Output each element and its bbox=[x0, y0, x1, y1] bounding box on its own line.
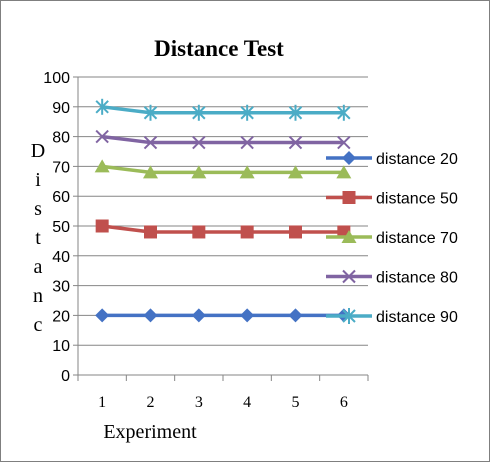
data-point bbox=[192, 104, 206, 121]
y-tick-label-0: 0 bbox=[61, 368, 70, 385]
legend-label: distance 20 bbox=[376, 151, 458, 168]
y-tick-label-70: 70 bbox=[52, 159, 70, 176]
data-point bbox=[95, 129, 109, 144]
y-tick-label-90: 90 bbox=[52, 100, 70, 117]
y-axis-label-letter: D bbox=[31, 140, 45, 162]
series-line bbox=[101, 164, 344, 175]
series-distance-20 bbox=[95, 308, 351, 323]
y-tick-label-60: 60 bbox=[52, 189, 70, 206]
data-point bbox=[288, 104, 303, 121]
legend-entry: distance 50 bbox=[326, 191, 458, 208]
y-tick-label-40: 40 bbox=[52, 249, 70, 266]
data-point bbox=[336, 165, 352, 179]
data-point bbox=[95, 219, 109, 233]
data-point bbox=[95, 98, 109, 115]
data-point bbox=[337, 135, 351, 150]
data-point bbox=[143, 308, 158, 323]
axes bbox=[73, 76, 369, 381]
series-lines bbox=[94, 98, 352, 323]
x-tick-label-4: 4 bbox=[243, 394, 251, 411]
y-tick-label-80: 80 bbox=[52, 130, 70, 147]
y-axis-label-letter: a bbox=[34, 256, 43, 278]
data-point bbox=[191, 308, 206, 323]
chart-title: Distance Test bbox=[154, 36, 284, 61]
x-tick-label-5: 5 bbox=[292, 394, 300, 411]
y-tick-labels: 0 10 20 30 40 50 60 70 80 90 100 bbox=[43, 70, 70, 385]
data-point bbox=[144, 225, 157, 239]
x-tick-label-3: 3 bbox=[195, 394, 203, 411]
series-line bbox=[101, 224, 344, 234]
legend-entry: distance 80 bbox=[326, 270, 458, 287]
y-tick-label-30: 30 bbox=[52, 279, 70, 296]
series-distance-80 bbox=[95, 129, 351, 150]
data-point bbox=[239, 165, 255, 179]
legend-entry: distance 20 bbox=[326, 151, 458, 168]
series-line bbox=[101, 134, 344, 145]
data-point bbox=[143, 165, 158, 179]
y-axis-label-letter: n bbox=[33, 285, 43, 307]
legend-marker bbox=[342, 269, 356, 284]
data-point bbox=[143, 104, 158, 121]
data-point bbox=[94, 159, 110, 173]
y-tick-label-100: 100 bbox=[43, 70, 70, 87]
x-axis-label: Experiment bbox=[103, 421, 197, 443]
data-point bbox=[240, 104, 254, 121]
y-tick-label-20: 20 bbox=[52, 308, 70, 325]
y-axis-label: Distanc bbox=[31, 140, 45, 336]
x-tick-label-1: 1 bbox=[98, 394, 106, 411]
gridlines bbox=[78, 76, 368, 346]
data-point bbox=[191, 165, 207, 179]
series-distance-50 bbox=[95, 219, 351, 239]
data-point bbox=[192, 135, 206, 150]
data-point bbox=[143, 135, 158, 150]
data-point bbox=[95, 308, 110, 323]
data-point bbox=[240, 225, 254, 239]
legend: distance 20 distance 50 distance 70 distanc… bbox=[326, 151, 458, 326]
legend-marker bbox=[341, 230, 357, 243]
y-axis-label-letter: s bbox=[34, 198, 42, 220]
data-point bbox=[288, 308, 303, 323]
legend-label: distance 90 bbox=[376, 309, 458, 326]
series-distance-90 bbox=[95, 98, 351, 121]
legend-label: distance 80 bbox=[376, 270, 458, 287]
x-tick-label-2: 2 bbox=[147, 394, 155, 411]
data-point bbox=[288, 165, 303, 179]
legend-marker bbox=[342, 151, 356, 165]
legend-marker bbox=[342, 308, 356, 324]
y-tick-label-10: 10 bbox=[52, 338, 70, 355]
legend-entry: distance 90 bbox=[326, 308, 458, 326]
y-axis-label-letter: i bbox=[35, 169, 41, 191]
series-line bbox=[101, 105, 344, 115]
x-tick-labels: 1 2 3 4 5 6 bbox=[98, 394, 348, 411]
series-distance-70 bbox=[94, 159, 352, 179]
legend-entry: distance 70 bbox=[326, 230, 458, 247]
legend-label: distance 70 bbox=[376, 230, 458, 247]
y-axis-label-letter: t bbox=[35, 227, 41, 249]
data-point bbox=[289, 225, 302, 239]
data-point bbox=[240, 135, 254, 150]
data-point bbox=[337, 104, 351, 121]
y-tick-label-50: 50 bbox=[52, 219, 70, 236]
legend-label: distance 50 bbox=[376, 191, 458, 208]
x-tick-label-6: 6 bbox=[340, 394, 348, 411]
y-axis-label-letter: c bbox=[34, 314, 43, 336]
data-point bbox=[192, 225, 206, 239]
legend-marker bbox=[342, 191, 356, 204]
data-point bbox=[240, 308, 255, 323]
data-point bbox=[288, 135, 303, 150]
